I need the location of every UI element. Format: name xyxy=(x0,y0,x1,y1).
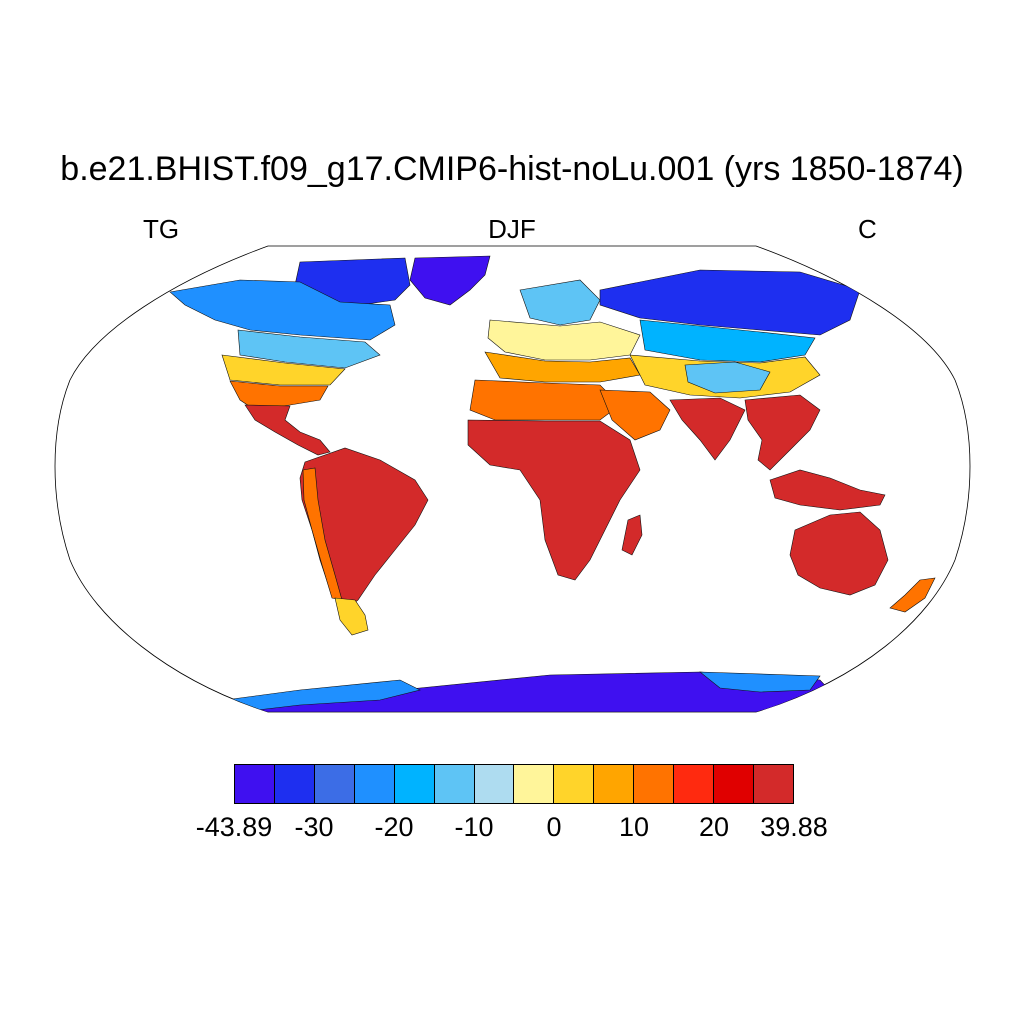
colorbar-swatch xyxy=(274,765,315,803)
region-arabia xyxy=(599,389,671,441)
colorbar-swatch xyxy=(674,765,715,803)
region-australia xyxy=(789,511,889,596)
region-new-zealand xyxy=(889,577,936,613)
plot-title: b.e21.BHIST.f09_g17.CMIP6-hist-noLu.001 … xyxy=(60,150,964,188)
region-usa-south xyxy=(229,380,329,411)
colorbar-tick-label: -43.89 xyxy=(195,812,273,842)
colorbar xyxy=(234,764,794,804)
region-central-asia xyxy=(639,319,816,363)
region-indonesia xyxy=(769,469,886,511)
region-mexico-central-america xyxy=(244,404,331,456)
region-tibet xyxy=(684,361,771,394)
region-siberia xyxy=(599,269,861,336)
region-north-africa xyxy=(469,379,621,421)
colorbar-swatch xyxy=(554,765,595,803)
units-label: C xyxy=(858,214,877,244)
colorbar-swatch xyxy=(235,765,275,803)
colorbar-tick-label: 39.88 xyxy=(760,812,828,842)
colorbar-swatch xyxy=(354,765,395,803)
colorbar-tick-label: 10 xyxy=(618,812,650,842)
region-greenland xyxy=(409,255,491,306)
colorbar-swatch xyxy=(714,765,754,803)
region-alaska-canada xyxy=(169,279,396,341)
region-india xyxy=(669,397,746,461)
season-label: DJF xyxy=(488,214,536,244)
colorbar-swatch xyxy=(753,765,793,803)
region-usa-mid xyxy=(221,354,346,386)
colorbar-swatch xyxy=(514,765,555,803)
colorbar-tick-label: -10 xyxy=(454,812,494,842)
region-usa-north xyxy=(237,329,381,369)
colorbar-tick-label: 0 xyxy=(546,812,562,842)
colorbar-swatch xyxy=(434,765,475,803)
variable-label: TG xyxy=(143,214,180,244)
colorbar-tick-label: 20 xyxy=(698,812,730,842)
region-madagascar xyxy=(621,514,643,556)
region-europe xyxy=(487,319,641,361)
colorbar-swatch xyxy=(314,765,355,803)
colorbar-swatch xyxy=(474,765,515,803)
region-patagonia xyxy=(334,597,369,636)
region-scandinavia xyxy=(519,279,601,326)
colorbar-tick-label: -30 xyxy=(294,812,334,842)
colorbar-swatch xyxy=(394,765,435,803)
colorbar-swatch xyxy=(594,765,635,803)
region-southeast-asia xyxy=(744,394,821,471)
region-africa xyxy=(467,419,641,581)
colorbar-tick-label: -20 xyxy=(374,812,414,842)
colorbar-swatch xyxy=(634,765,675,803)
